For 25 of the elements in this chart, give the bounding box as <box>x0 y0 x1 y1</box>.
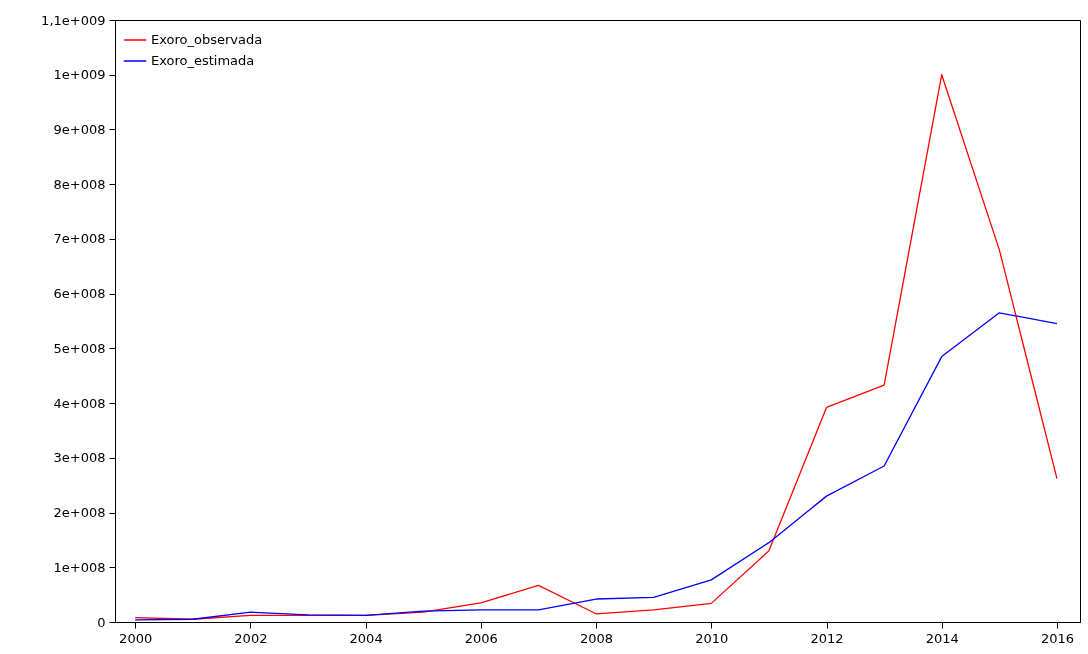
x-tick-label: 2008 <box>580 630 614 646</box>
y-tick-label: 1e+008 <box>53 559 106 575</box>
legend-label: Exoro_estimada <box>151 53 255 68</box>
y-tick-label: 6e+008 <box>53 286 106 302</box>
x-tick-label: 2014 <box>925 630 959 646</box>
line-series <box>134 312 1058 621</box>
y-tick-label: 8e+008 <box>53 176 106 192</box>
y-tick-label: 9e+008 <box>53 121 106 137</box>
line-series <box>134 74 1058 620</box>
x-tick-label: 2006 <box>464 630 498 646</box>
x-tick-label: 2012 <box>810 630 844 646</box>
x-tick-label: 2002 <box>234 630 268 646</box>
y-tick-label: 3e+008 <box>53 450 106 466</box>
x-tick-label: 2010 <box>695 630 729 646</box>
x-tick-label: 2000 <box>119 630 153 646</box>
y-tick-label: 0 <box>97 614 106 630</box>
x-tick-label: 2004 <box>349 630 383 646</box>
y-tick-label: 4e+008 <box>53 395 106 411</box>
y-tick-label: 7e+008 <box>53 231 106 247</box>
legend-label: Exoro_observada <box>151 32 263 47</box>
y-tick-label: 2e+008 <box>53 505 106 521</box>
x-tick-label: 2016 <box>1040 630 1074 646</box>
y-tick-label: 1,1e+009 <box>41 12 106 28</box>
y-tick-label: 1e+009 <box>53 67 106 83</box>
y-tick-label: 5e+008 <box>53 340 106 356</box>
